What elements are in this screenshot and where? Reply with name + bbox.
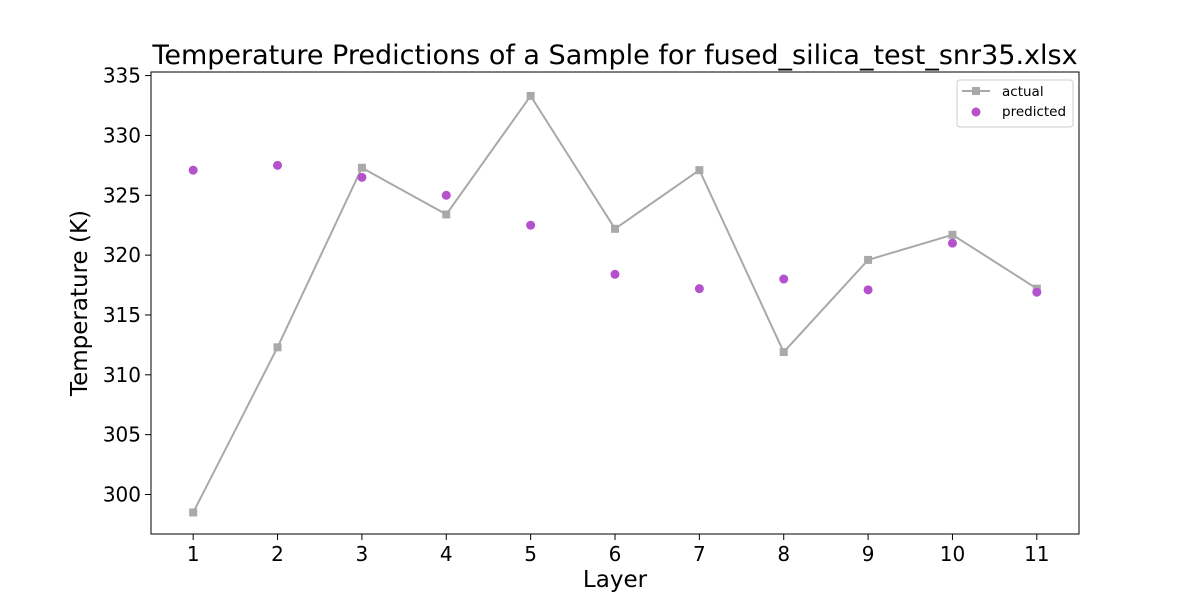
actual-point-marker [273,343,282,352]
x-axis-label: Layer [583,567,648,593]
chart-title: Temperature Predictions of a Sample for … [151,40,1077,71]
predicted-point-marker [610,269,620,279]
predicted-point-marker [863,285,873,295]
legend-actual-label: actual [1002,84,1044,100]
actual-point-marker [611,224,619,233]
y-tick-label: 320 [103,243,141,267]
x-tick-label: 1 [187,542,200,566]
x-tick-label: 4 [440,542,453,566]
x-tick-label: 9 [862,542,875,566]
y-tick-label: 315 [103,303,141,327]
legend-actual-square-marker-icon [972,87,980,95]
actual-point-marker [189,508,198,517]
y-axis-label: Temperature (K) [67,210,93,397]
actual-point-marker [357,163,366,172]
plot-frame [150,71,1080,535]
actual-point-marker [695,166,704,175]
predicted-point-marker [441,190,451,200]
actual-point-marker [864,255,873,264]
actual-point-marker [948,230,957,239]
predicted-point-marker [357,172,367,182]
predicted-point-marker [273,160,283,170]
predicted-point-marker [1032,287,1042,297]
y-tick-label: 330 [103,123,141,147]
x-tick-label: 6 [609,542,622,566]
x-tick-label: 2 [271,542,284,566]
y-tick-label: 310 [103,363,141,387]
actual-point-marker [526,91,535,100]
y-tick-label: 300 [103,483,141,507]
y-tick-label: 325 [103,183,141,207]
x-tick-label: 10 [940,542,965,566]
actual-point-marker [442,210,451,219]
x-tick-label: 5 [524,542,537,566]
x-tick-label: 7 [693,542,706,566]
plot-series [188,91,1042,517]
predicted-point-marker [947,238,957,248]
predicted-point-marker [694,284,704,294]
predicted-point-marker [779,274,789,284]
x-axis-ticks: 1 2 3 4 5 6 7 8 9 10 11 [187,534,1050,566]
legend: actual predicted [956,79,1074,128]
predicted-point-marker [188,165,198,175]
y-axis-ticks: 300 305 310 315 320 325 330 335 [103,64,151,507]
y-tick-label: 305 [103,423,141,447]
legend-predicted-label: predicted [1002,104,1066,120]
actual-point-marker [779,348,788,357]
x-tick-label: 8 [777,542,790,566]
legend-predicted-circle-marker-icon [971,107,981,117]
x-tick-label: 3 [356,542,369,566]
predicted-point-marker [526,220,536,230]
x-tick-label: 11 [1024,542,1049,566]
y-tick-label: 335 [103,64,141,88]
